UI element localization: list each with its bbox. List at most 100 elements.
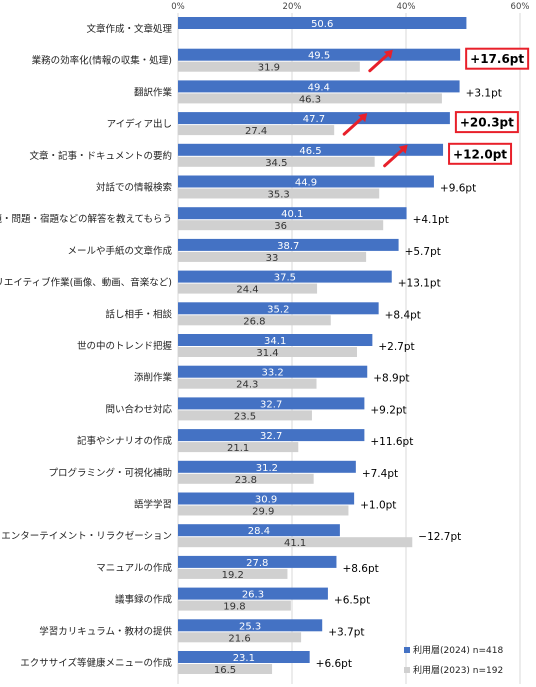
- value-label-2023: 23.5: [234, 411, 256, 422]
- bar-2024: [178, 80, 460, 93]
- category-label: 世の中のトレンド把握: [77, 340, 173, 352]
- value-label-2024: 38.7: [277, 241, 299, 252]
- category-label: 話し相手・相談: [105, 308, 172, 320]
- difference-label: −12.7pt: [418, 531, 461, 543]
- value-label-2024: 23.1: [233, 653, 255, 664]
- value-label-2024: 27.8: [246, 558, 268, 569]
- bar-2023: [178, 188, 380, 199]
- bar-2024: [178, 619, 323, 632]
- value-label-2023: 23.8: [235, 475, 257, 486]
- bar-2024: [178, 143, 444, 156]
- category-label: 問い合わせ対応: [105, 403, 172, 415]
- difference-label: +2.7pt: [378, 341, 414, 353]
- bar-2023: [178, 156, 375, 167]
- category-label: エクササイズ等健康メニューの作成: [20, 657, 172, 669]
- value-label-2023: 31.9: [258, 63, 280, 74]
- value-label-2023: 33: [266, 253, 279, 264]
- value-label-2024: 49.4: [308, 82, 330, 93]
- bar-2023: [178, 283, 318, 294]
- value-label-2024: 47.7: [303, 114, 325, 125]
- bar-2023: [178, 347, 357, 357]
- value-label-2024: 49.5: [308, 51, 330, 62]
- bar-2023: [178, 61, 360, 72]
- category-label: プログラミング・可視化補助: [48, 467, 172, 479]
- bar-2024: [178, 555, 337, 568]
- bar-2024: [178, 17, 467, 29]
- difference-highlight-box: [448, 142, 513, 165]
- bar-2024: [178, 175, 434, 188]
- category-label: 業務の効率化(情報の収集・処理): [32, 55, 172, 67]
- value-label-2024: 46.5: [299, 146, 321, 157]
- value-label-2023: 27.4: [245, 126, 267, 137]
- value-label-2023: 24.3: [236, 380, 258, 391]
- x-tick-label: 20%: [283, 2, 302, 12]
- difference-highlight-box: [454, 111, 519, 134]
- value-label-2023: 16.5: [214, 665, 236, 676]
- bar-2024: [178, 429, 365, 442]
- category-label: 対話での情報検索: [96, 182, 172, 194]
- increase-arrow: [368, 51, 392, 73]
- difference-label: +3.7pt: [328, 626, 364, 638]
- value-label-2023: 29.9: [252, 507, 274, 518]
- value-label-2023: 24.4: [236, 285, 258, 296]
- bar-2023: [178, 664, 273, 674]
- difference-label: +9.6pt: [440, 183, 476, 195]
- value-label-2023: 21.6: [228, 633, 250, 644]
- bar-2024: [178, 302, 379, 315]
- value-label-2024: 37.5: [274, 273, 296, 284]
- bar-2024: [178, 238, 399, 251]
- value-label-2024: 33.2: [261, 368, 283, 379]
- bar-2023: [178, 220, 384, 231]
- value-label-2024: 30.9: [255, 495, 277, 506]
- difference-label: +5.7pt: [405, 246, 441, 258]
- difference-label: +8.9pt: [373, 373, 409, 385]
- difference-label: +8.4pt: [385, 309, 421, 321]
- difference-label: +1.0pt: [360, 500, 396, 512]
- bar-2023: [178, 632, 302, 643]
- bar-2024: [178, 460, 356, 473]
- category-label: 学習カリキュラム・教材の提供: [39, 625, 172, 637]
- difference-label: +20.3pt: [460, 116, 514, 130]
- value-label-2024: 31.2: [256, 463, 278, 474]
- value-label-2023: 26.8: [243, 316, 265, 327]
- category-label: 添削作業: [134, 372, 173, 384]
- chart-legend: 利用層(2024) n=418 利用層(2023) n=192: [404, 644, 503, 676]
- category-label: 記事やシナリオの作成: [77, 435, 173, 447]
- value-label-2024: 34.1: [264, 336, 286, 347]
- bar-2023: [178, 251, 367, 262]
- bar-2024: [178, 365, 368, 378]
- value-label-2023: 21.1: [227, 443, 249, 454]
- category-label: 議事録の作成: [115, 594, 173, 606]
- category-label: 文章作成・文章処理: [86, 23, 172, 35]
- value-label-2023: 19.2: [222, 570, 244, 581]
- chart-bars: 文章作成・文章処理 50.6 業務の効率化(情報の収集・処理) 49.5 31.9 +17…: [0, 17, 530, 676]
- increase-arrowhead: [358, 113, 368, 123]
- difference-label: +6.5pt: [334, 595, 370, 607]
- difference-label: +4.1pt: [413, 214, 449, 226]
- value-label-2024: 26.3: [242, 590, 264, 601]
- bar-2023: [178, 473, 314, 484]
- bar-2024: [178, 524, 340, 537]
- value-label-2024: 50.6: [311, 19, 333, 30]
- difference-label: +12.0pt: [453, 147, 507, 161]
- value-label-2023: 46.3: [299, 94, 321, 105]
- x-axis-ticks: 0% 20% 40% 60%: [171, 2, 529, 12]
- x-tick-label: 60%: [511, 2, 530, 12]
- difference-label: +3.1pt: [466, 87, 502, 99]
- bar-2024: [178, 334, 373, 346]
- bar-2023: [178, 442, 299, 453]
- bar-2023: [178, 537, 413, 548]
- value-label-2024: 44.9: [295, 178, 317, 189]
- category-label: 課題・問題・宿題などの解答を教えてもらう: [0, 213, 172, 225]
- legend-swatch: [404, 667, 410, 673]
- value-label-2023: 41.1: [284, 538, 306, 549]
- value-label-2024: 28.4: [248, 526, 270, 537]
- category-label: クリエイティブ作業(画像、動画、音楽など): [0, 277, 172, 289]
- category-label: メールや手紙の文章作成: [67, 245, 172, 257]
- bar-2024: [178, 207, 407, 220]
- bar-2024: [178, 492, 355, 505]
- category-label: マニュアルの作成: [96, 562, 172, 574]
- value-label-2023: 35.3: [267, 190, 289, 201]
- x-tick-label: 0%: [171, 2, 185, 12]
